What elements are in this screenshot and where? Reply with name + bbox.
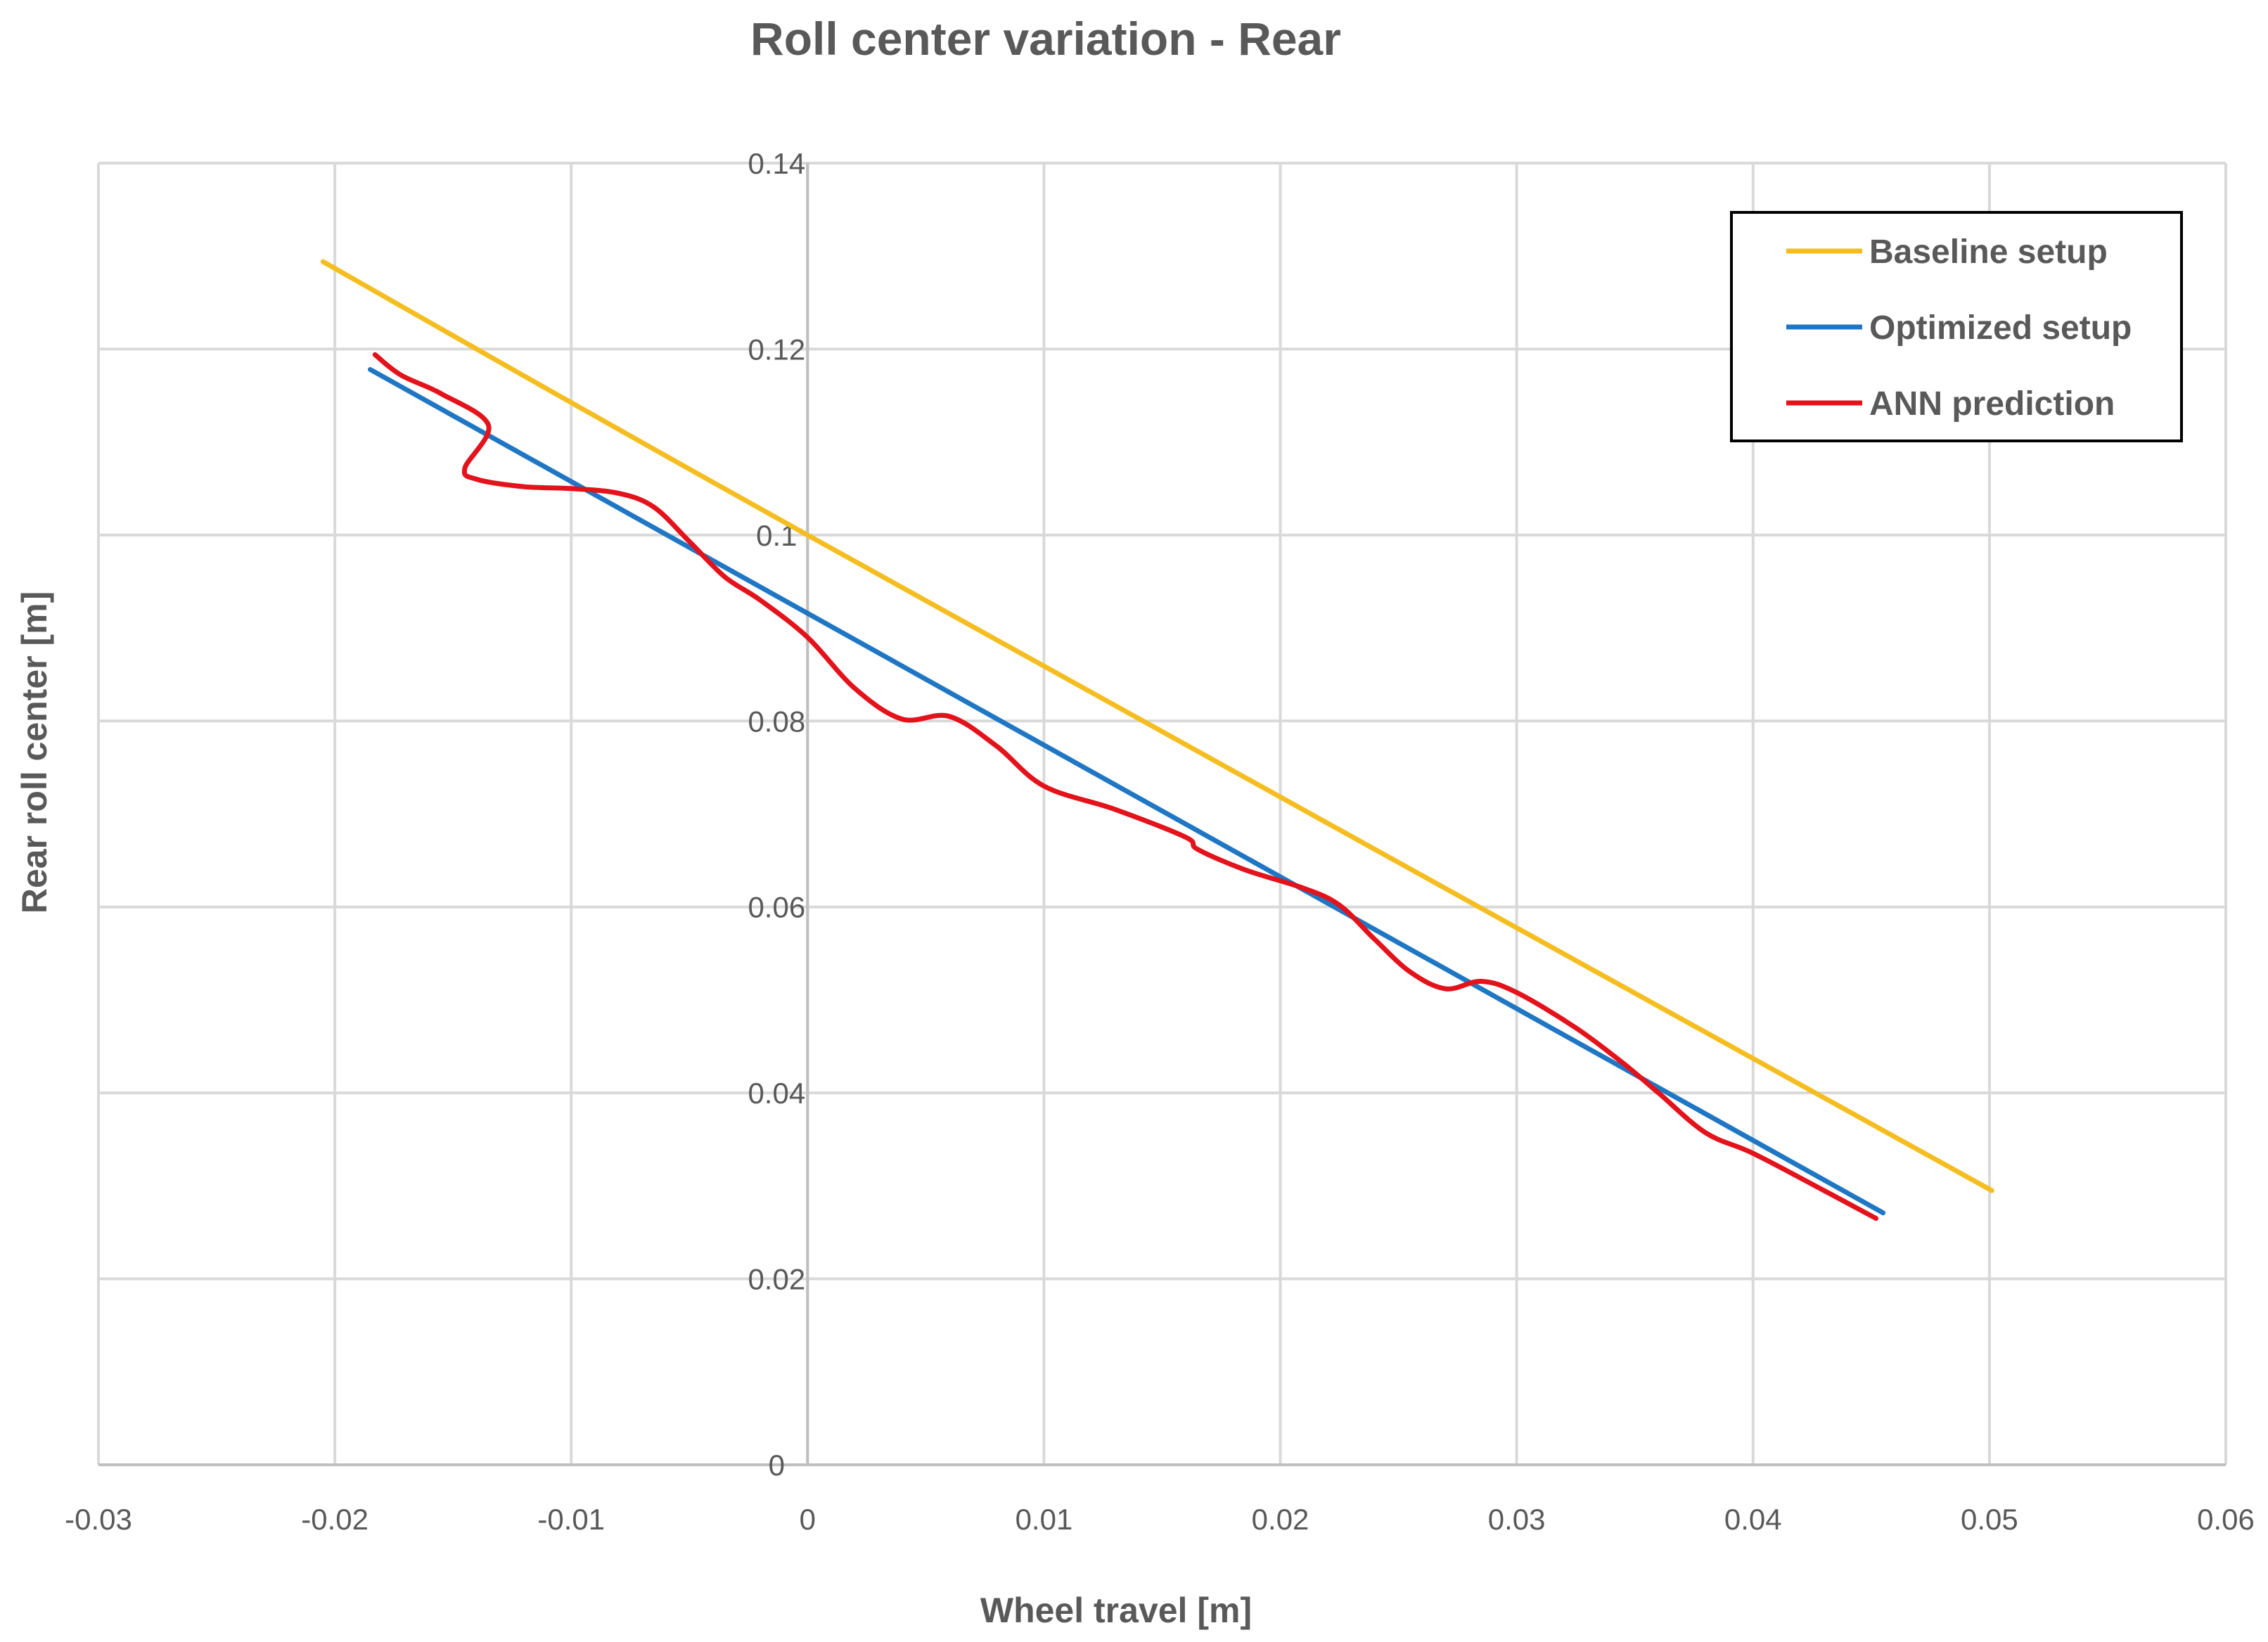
x-tick-label: 0	[800, 1503, 816, 1536]
x-axis-label: Wheel travel [m]	[980, 1591, 1252, 1630]
y-tick-label: 0.12	[748, 333, 805, 366]
legend-label-baseline-setup: Baseline setup	[1869, 233, 2108, 271]
chart-title: Roll center variation - Rear	[750, 13, 1341, 65]
y-tick-label: 0.08	[748, 705, 805, 738]
x-tick-label: -0.01	[537, 1503, 605, 1536]
x-tick-label: -0.03	[65, 1503, 132, 1536]
series-line-optimized-setup	[368, 367, 1886, 1216]
y-tick-label: 0.06	[748, 891, 805, 924]
legend-label-ann-prediction: ANN prediction	[1869, 385, 2115, 423]
series-line-baseline-setup	[320, 259, 1994, 1193]
series-line-ann-prediction	[372, 352, 1879, 1221]
y-tick-label: 0.14	[748, 147, 805, 180]
tick-labels: -0.03 -0.02 -0.01 0 0.01 0.02 0.03 0.04 0.05 0.06…	[65, 147, 2255, 1536]
x-tick-label: -0.02	[301, 1503, 369, 1536]
y-tick-label: 0	[769, 1449, 785, 1482]
legend: Baseline setup Optimized setup ANN predict…	[1730, 211, 2183, 442]
x-tick-label: 0.06	[2197, 1503, 2255, 1536]
x-tick-label: 0.03	[1488, 1503, 1546, 1536]
y-tick-label: 0.04	[748, 1077, 805, 1110]
y-tick-label: 0.02	[748, 1263, 805, 1296]
y-axis-label: Rear roll center [m]	[15, 591, 54, 913]
x-tick-label: 0.05	[1961, 1503, 2018, 1536]
x-tick-label: 0.02	[1252, 1503, 1309, 1536]
series-lines	[320, 259, 1994, 1221]
legend-label-optimized-setup: Optimized setup	[1869, 309, 2132, 347]
x-tick-label: 0.01	[1016, 1503, 1073, 1536]
grid	[97, 162, 2227, 1466]
x-tick-label: 0.04	[1724, 1503, 1782, 1536]
